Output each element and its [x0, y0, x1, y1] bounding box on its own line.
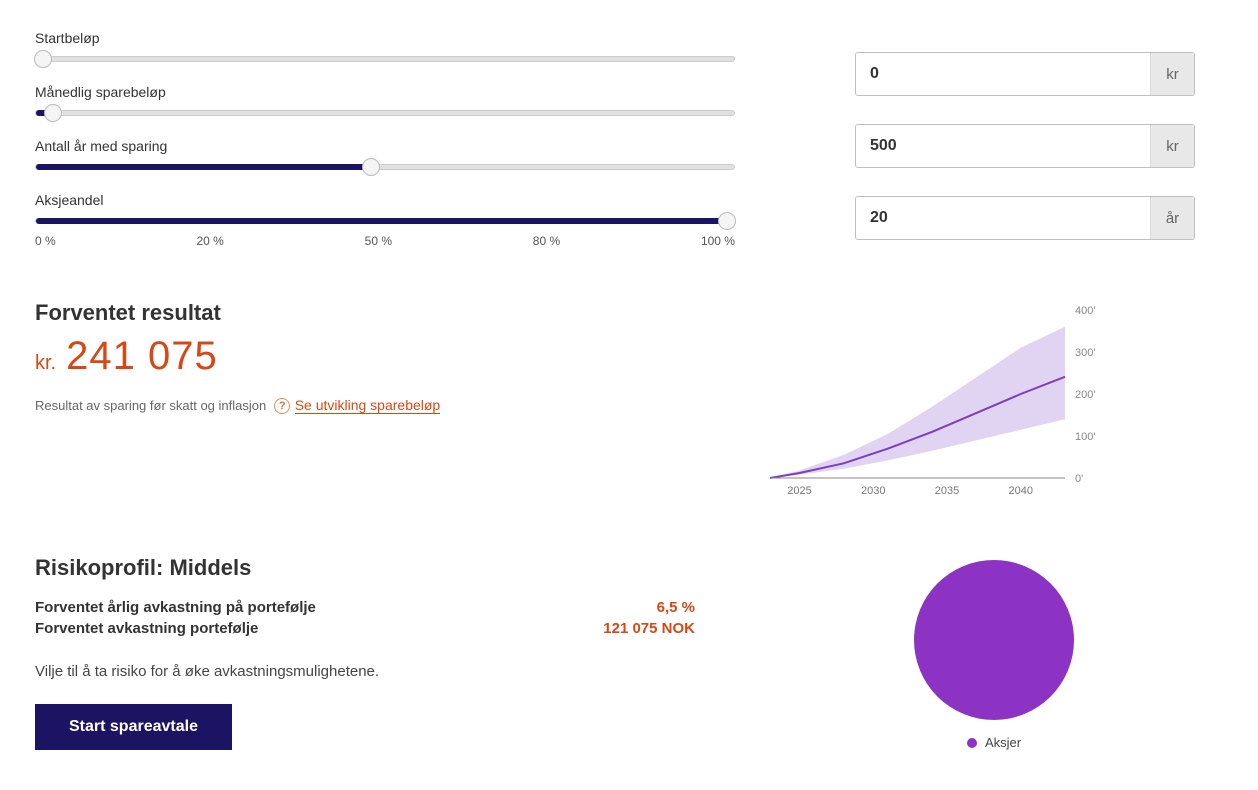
slider-thumb[interactable]: [34, 50, 52, 68]
svg-text:200': 200': [1075, 389, 1095, 401]
risk-description: Vilje til å ta risiko for å øke avkastni…: [35, 663, 735, 680]
years-field[interactable]: [856, 197, 1150, 239]
slider-label: Månedlig sparebeløp: [35, 84, 735, 100]
unit-label: år: [1150, 197, 1194, 239]
legend-dot-icon: [967, 738, 977, 748]
projection-chart: 0' 100' 200' 300' 400' 2025 2030 2035 2040: [765, 300, 1223, 505]
slider-tick: 20 %: [196, 234, 223, 248]
input-years: år: [855, 196, 1195, 240]
slider-track-start[interactable]: [35, 56, 735, 62]
risk-row-key: Forventet årlig avkastning på portefølje: [35, 599, 316, 616]
slider-track-monthly[interactable]: [35, 110, 735, 116]
risk-row: Forventet avkastning portefølje 121 075 …: [35, 620, 695, 637]
slider-start-amount: Startbeløp: [35, 30, 735, 62]
sliders-column: Startbeløp Månedlig sparebeløp Antall år…: [35, 30, 735, 270]
slider-fill: [36, 164, 371, 170]
slider-track-years[interactable]: [35, 164, 735, 170]
svg-text:2030: 2030: [861, 485, 885, 497]
slider-ticks: 0 % 20 % 50 % 80 % 100 %: [35, 234, 735, 248]
slider-tick: 0 %: [35, 234, 56, 248]
slider-thumb[interactable]: [44, 104, 62, 122]
amount-value: 241 075: [66, 334, 218, 379]
svg-text:400': 400': [1075, 305, 1095, 317]
risk-row-val: 121 075 NOK: [603, 620, 695, 637]
svg-text:0': 0': [1075, 473, 1083, 485]
unit-label: kr: [1150, 125, 1194, 167]
slider-monthly-amount: Månedlig sparebeløp: [35, 84, 735, 116]
slider-label: Startbeløp: [35, 30, 735, 46]
expected-result-panel: Forventet resultat kr. 241 075 Resultat …: [35, 300, 735, 505]
input-start-amount: kr: [855, 52, 1195, 96]
show-development-link[interactable]: Se utvikling sparebeløp: [295, 397, 441, 414]
svg-text:2035: 2035: [935, 485, 959, 497]
slider-fill: [36, 218, 734, 224]
pie-legend: Aksjer: [967, 735, 1021, 750]
legend-label: Aksjer: [985, 735, 1021, 750]
risk-row: Forventet årlig avkastning på portefølje…: [35, 599, 695, 616]
result-subtext-row: Resultat av sparing før skatt og inflasj…: [35, 398, 290, 414]
slider-tick: 50 %: [365, 234, 392, 248]
slider-track-stock[interactable]: [35, 218, 735, 224]
slider-label: Antall år med sparing: [35, 138, 735, 154]
start-amount-field[interactable]: [856, 53, 1150, 95]
slider-years: Antall år med sparing: [35, 138, 735, 170]
unit-label: kr: [1150, 53, 1194, 95]
expected-amount: kr. 241 075: [35, 334, 735, 379]
area-chart-svg: 0' 100' 200' 300' 400' 2025 2030 2035 2040: [765, 300, 1105, 500]
svg-text:2025: 2025: [787, 485, 811, 497]
svg-text:300': 300': [1075, 347, 1095, 359]
slider-stock-share: Aksjeandel 0 % 20 % 50 % 80 % 100 %: [35, 192, 735, 248]
slider-thumb[interactable]: [718, 212, 736, 230]
slider-label: Aksjeandel: [35, 192, 735, 208]
svg-text:2040: 2040: [1009, 485, 1033, 497]
amount-prefix: kr.: [35, 352, 56, 375]
help-icon[interactable]: ?: [274, 398, 290, 414]
slider-tick: 100 %: [701, 234, 735, 248]
inputs-column: kr kr år: [855, 30, 1223, 270]
risk-profile-panel: Risikoprofil: Middels Forventet årlig av…: [35, 555, 735, 750]
slider-tick: 80 %: [533, 234, 560, 248]
pie-chart-svg: [909, 555, 1079, 725]
svg-text:100': 100': [1075, 431, 1095, 443]
monthly-amount-field[interactable]: [856, 125, 1150, 167]
input-monthly-amount: kr: [855, 124, 1195, 168]
risk-heading: Risikoprofil: Middels: [35, 555, 735, 581]
allocation-pie: Aksjer: [765, 555, 1223, 750]
start-agreement-button[interactable]: Start spareavtale: [35, 704, 232, 750]
expected-result-heading: Forventet resultat: [35, 300, 735, 326]
result-subtext: Resultat av sparing før skatt og inflasj…: [35, 398, 266, 413]
slider-thumb[interactable]: [362, 158, 380, 176]
risk-row-val: 6,5 %: [657, 599, 695, 616]
risk-row-key: Forventet avkastning portefølje: [35, 620, 258, 637]
